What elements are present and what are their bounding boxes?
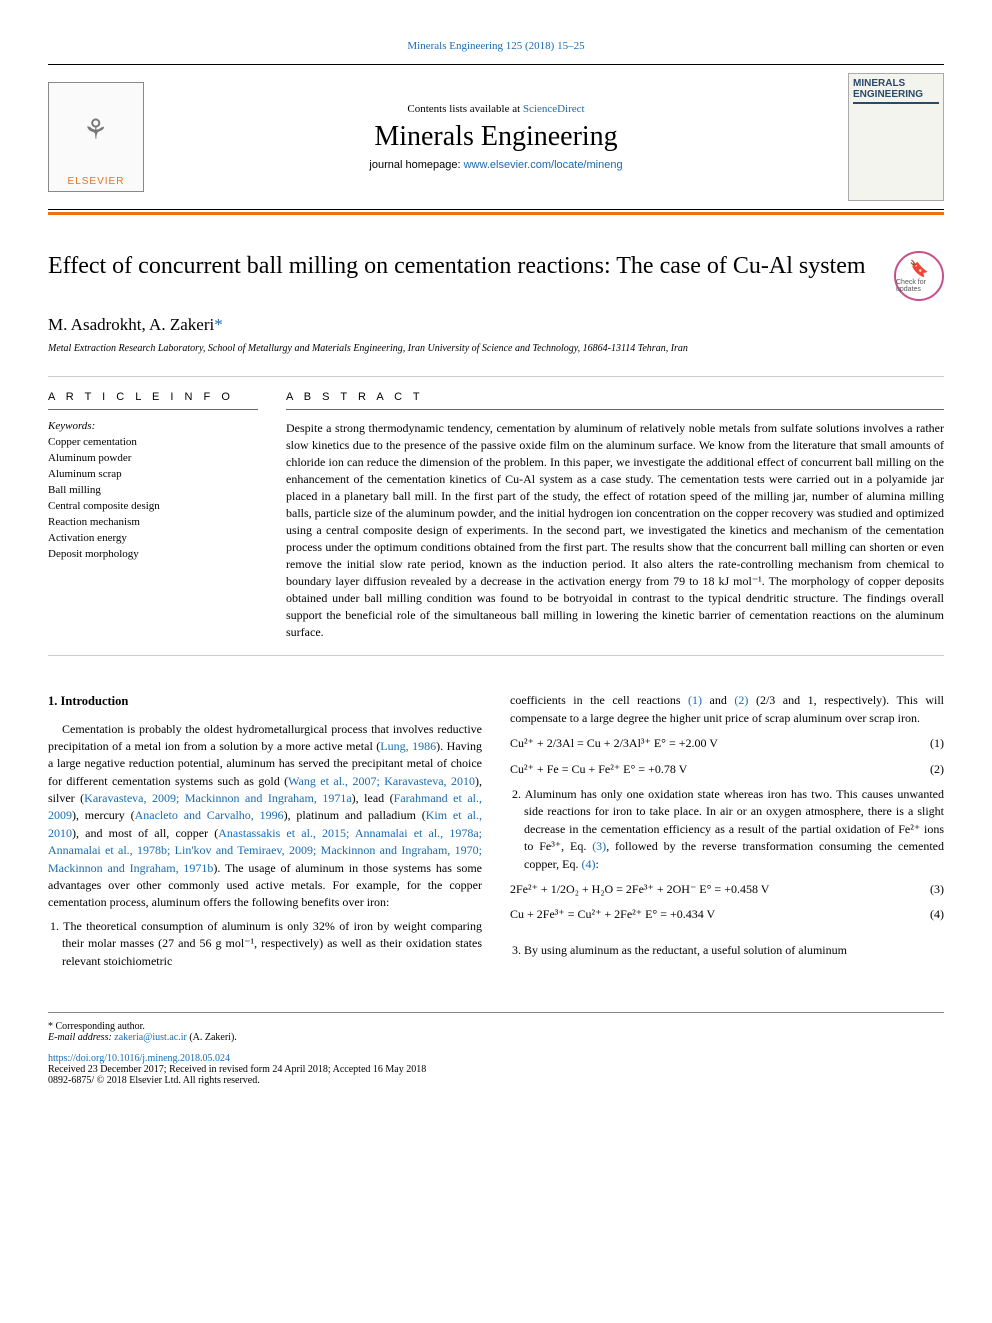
- eq-body: Cu + 2Fe³⁺ = Cu²⁺ + 2Fe²⁺ E° = +0.434 V: [510, 906, 910, 923]
- keyword: Deposit morphology: [48, 547, 258, 563]
- text: ), and most of all, copper (: [72, 826, 218, 840]
- text: ), platinum and palladium (: [284, 808, 426, 822]
- abstract-col: A B S T R A C T Despite a strong thermod…: [286, 391, 944, 641]
- title-block: Effect of concurrent ball milling on cem…: [48, 251, 944, 301]
- keyword: Copper cementation: [48, 435, 258, 451]
- article-info-col: A R T I C L E I N F O Keywords: Copper c…: [48, 391, 258, 641]
- intro-para-1: Cementation is probably the oldest hydro…: [48, 721, 482, 912]
- left-column: 1. Introduction Cementation is probably …: [48, 692, 482, 976]
- paper-title: Effect of concurrent ball milling on cem…: [48, 251, 882, 281]
- check-updates-label: Check for updates: [896, 279, 942, 293]
- text: ), lead (: [352, 791, 394, 805]
- keyword: Reaction mechanism: [48, 515, 258, 531]
- text: :: [596, 857, 599, 871]
- footer: * Corresponding author. E-mail address: …: [48, 1012, 944, 1086]
- equation-1: Cu²⁺ + 2/3Al = Cu + 2/3Al³⁺ E° = +2.00 V…: [510, 735, 944, 752]
- article-info-header: A R T I C L E I N F O: [48, 391, 258, 410]
- abstract-text: Despite a strong thermodynamic tendency,…: [286, 420, 944, 641]
- equation-4: Cu + 2Fe³⁺ = Cu²⁺ + 2Fe²⁺ E° = +0.434 V …: [510, 906, 944, 923]
- homepage-line: journal homepage: www.elsevier.com/locat…: [144, 159, 848, 171]
- eq-ref-link[interactable]: (3): [592, 839, 606, 853]
- abstract-header: A B S T R A C T: [286, 391, 944, 410]
- keyword: Aluminum powder: [48, 451, 258, 467]
- elsevier-tree-icon: ⚘: [83, 83, 109, 176]
- email-line: E-mail address: zakeria@iust.ac.ir (A. Z…: [48, 1032, 944, 1043]
- eq-body: 2Fe²⁺ + 1/2O₂ + H₂O = 2Fe³⁺ + 2OH⁻ E° = …: [510, 881, 910, 898]
- elsevier-label: ELSEVIER: [68, 176, 125, 187]
- contents-line: Contents lists available at ScienceDirec…: [144, 103, 848, 115]
- keywords-label: Keywords:: [48, 420, 258, 432]
- keyword: Activation energy: [48, 531, 258, 547]
- keyword: Aluminum scrap: [48, 467, 258, 483]
- abstract-bottom-rule: [48, 655, 944, 656]
- right-column: coefficients in the cell reactions (1) a…: [510, 692, 944, 976]
- col2-continuation: coefficients in the cell reactions (1) a…: [510, 692, 944, 727]
- eq-number: (4): [910, 906, 944, 923]
- page-container: Minerals Engineering 125 (2018) 15–25 ⚘ …: [0, 0, 992, 1126]
- keyword: Central composite design: [48, 499, 258, 515]
- header-center: Contents lists available at ScienceDirec…: [144, 103, 848, 171]
- sciencedirect-link[interactable]: ScienceDirect: [523, 103, 585, 115]
- eq-ref-link[interactable]: (1): [688, 693, 702, 707]
- corresponding-mark: *: [214, 315, 223, 334]
- list-item-2: 2. Aluminum has only one oxidation state…: [524, 786, 944, 873]
- contents-prefix: Contents lists available at: [407, 103, 522, 115]
- eq-number: (2): [910, 761, 944, 778]
- check-updates-badge[interactable]: 🔖 Check for updates: [894, 251, 944, 301]
- elsevier-logo: ⚘ ELSEVIER: [48, 82, 144, 192]
- email-name: (A. Zakeri).: [187, 1032, 237, 1043]
- equation-3: 2Fe²⁺ + 1/2O₂ + H₂O = 2Fe³⁺ + 2OH⁻ E° = …: [510, 881, 944, 898]
- journal-name: Minerals Engineering: [144, 121, 848, 153]
- doi-line: https://doi.org/10.1016/j.mineng.2018.05…: [48, 1053, 944, 1064]
- corresponding-author-note: * Corresponding author.: [48, 1021, 944, 1032]
- bookmark-icon: 🔖: [909, 259, 929, 279]
- journal-cover: MINERALS ENGINEERING: [848, 73, 944, 201]
- orange-rule: [48, 212, 944, 215]
- eq-ref-link[interactable]: (4): [582, 857, 596, 871]
- homepage-link[interactable]: www.elsevier.com/locate/mineng: [464, 159, 623, 171]
- citation-link[interactable]: Anacleto and Carvalho, 1996: [135, 808, 284, 822]
- list-item-3: 3. By using aluminum as the reductant, a…: [524, 942, 944, 959]
- journal-ref-line: Minerals Engineering 125 (2018) 15–25: [48, 40, 944, 52]
- equation-2: Cu²⁺ + Fe = Cu + Fe²⁺ E° = +0.78 V (2): [510, 761, 944, 778]
- email-label: E-mail address:: [48, 1032, 112, 1043]
- copyright-line: 0892-6875/ © 2018 Elsevier Ltd. All righ…: [48, 1075, 944, 1086]
- authors: M. Asadrokht, A. Zakeri*: [48, 315, 944, 335]
- list-item-1: 1. The theoretical consumption of alumin…: [62, 918, 482, 970]
- keyword: Ball milling: [48, 483, 258, 499]
- eq-number: (1): [910, 735, 944, 752]
- section-1-heading: 1. Introduction: [48, 692, 482, 710]
- info-abstract-row: A R T I C L E I N F O Keywords: Copper c…: [48, 376, 944, 641]
- eq-body: Cu²⁺ + Fe = Cu + Fe²⁺ E° = +0.78 V: [510, 761, 910, 778]
- journal-ref-link[interactable]: Minerals Engineering 125 (2018) 15–25: [407, 40, 584, 52]
- citation-link[interactable]: Karavasteva, 2009; Mackinnon and Ingraha…: [84, 791, 351, 805]
- keywords-list: Copper cementation Aluminum powder Alumi…: [48, 435, 258, 563]
- journal-header: ⚘ ELSEVIER Contents lists available at S…: [48, 64, 944, 210]
- received-line: Received 23 December 2017; Received in r…: [48, 1064, 944, 1075]
- text: ), mercury (: [72, 808, 135, 822]
- text: and: [702, 693, 734, 707]
- affiliation: Metal Extraction Research Laboratory, Sc…: [48, 343, 944, 354]
- eq-ref-link[interactable]: (2): [734, 693, 748, 707]
- doi-link[interactable]: https://doi.org/10.1016/j.mineng.2018.05…: [48, 1053, 230, 1064]
- eq-number: (3): [910, 881, 944, 898]
- author-names: M. Asadrokht, A. Zakeri: [48, 315, 214, 334]
- homepage-prefix: journal homepage:: [369, 159, 463, 171]
- email-link[interactable]: zakeria@iust.ac.ir: [114, 1032, 187, 1043]
- citation-link[interactable]: Wang et al., 2007; Karavasteva, 2010: [288, 774, 475, 788]
- citation-link[interactable]: Lung, 1986: [380, 739, 436, 753]
- body-columns: 1. Introduction Cementation is probably …: [48, 692, 944, 976]
- text: coefficients in the cell reactions: [510, 693, 688, 707]
- journal-cover-title: MINERALS ENGINEERING: [853, 78, 939, 104]
- eq-body: Cu²⁺ + 2/3Al = Cu + 2/3Al³⁺ E° = +2.00 V: [510, 735, 910, 752]
